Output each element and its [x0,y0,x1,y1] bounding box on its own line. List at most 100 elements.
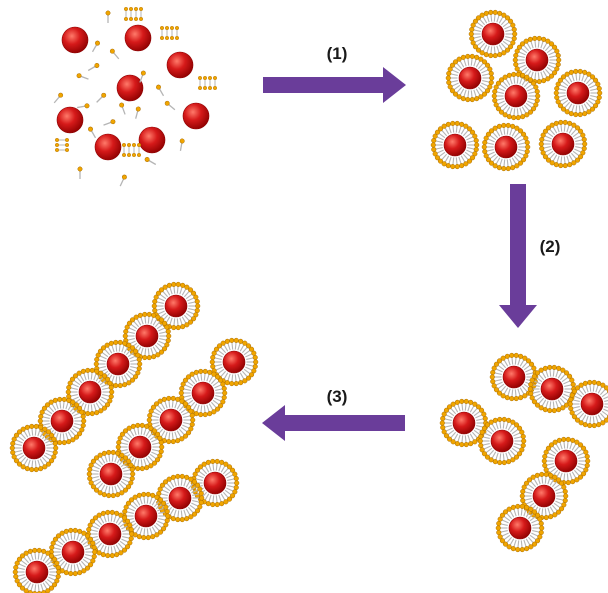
nanoparticle-icon [50,409,74,433]
nanoparticle-icon [490,429,514,453]
surfactant-molecule-icon [179,138,185,151]
nanoparticle-icon [540,377,564,401]
ligand-coated-nanoparticle-icon [85,509,135,559]
nanoparticle-icon [443,133,467,157]
ligand-bilayer-icon [123,6,143,22]
nanoparticle-icon [134,504,158,528]
nanoparticle-icon [56,106,84,134]
ligand-coated-nanoparticle-icon [155,473,205,523]
nanoparticle-icon [116,74,144,102]
ligand-coated-nanoparticle-icon [178,368,228,418]
ligand-coated-nanoparticle-icon [209,337,259,387]
nanoparticle-icon [166,51,194,79]
ligand-bilayer-icon [121,142,141,157]
nanoparticle-icon [138,126,166,154]
ligand-coated-nanoparticle-icon [541,436,591,486]
ligand-coated-nanoparticle-icon [477,416,527,466]
ligand-coated-nanoparticle-icon [527,364,577,414]
nanoparticle-icon [532,484,556,508]
ligand-coated-nanoparticle-icon [151,281,201,331]
nanoparticle-icon [94,133,122,161]
nanoparticle-icon [22,436,46,460]
nanoparticle-icon [481,22,505,46]
nanoparticle-icon [168,486,192,510]
surfactant-molecule-icon [53,92,64,104]
nanoparticle-icon [106,352,130,376]
ligand-bilayer-icon [197,75,217,90]
ligand-coated-nanoparticle-icon [445,53,495,103]
surfactant-molecule-icon [96,92,107,103]
nanoparticle-icon [222,350,246,374]
ligand-bilayer-icon [55,137,69,152]
surfactant-molecule-icon [77,166,83,179]
nanoparticle-icon [99,462,123,486]
nanoparticle-icon [61,26,89,54]
nanoparticle-icon [159,408,183,432]
ligand-coated-nanoparticle-icon [121,491,171,541]
surfactant-molecule-icon [144,157,157,166]
nanoparticle-icon [554,449,578,473]
nanoparticle-icon [124,24,152,52]
surfactant-molecule-icon [156,84,165,97]
nanoparticle-icon [203,471,227,495]
nanoparticle-icon [164,294,188,318]
ligand-coated-nanoparticle-icon [512,35,562,85]
nanoparticle-icon [494,135,518,159]
ligand-coated-nanoparticle-icon [12,547,62,593]
surfactant-molecule-icon [88,126,97,139]
surfactant-molecule-icon [164,100,176,111]
surfactant-molecule-icon [76,73,89,80]
ligand-coated-nanoparticle-icon [468,9,518,59]
thick-arrow-icon [262,405,405,441]
nanoparticle-icon [135,324,159,348]
nanoparticle-icon [98,522,122,546]
stage-long-chains [9,281,259,593]
step-label: (3) [327,387,348,406]
surfactant-molecule-icon [91,40,100,53]
ligand-coated-nanoparticle-icon [115,422,165,472]
ligand-coated-nanoparticle-icon [37,396,87,446]
surfactant-molecule-icon [103,119,116,126]
ligand-coated-nanoparticle-icon [93,339,143,389]
nanoparticle-icon [502,365,526,389]
ligand-coated-nanoparticle-icon [495,503,545,553]
ligand-coated-nanoparticle-icon [122,311,172,361]
surfactant-molecule-icon [87,63,100,72]
ligand-coated-nanoparticle-icon [86,449,136,499]
step-label: (1) [327,44,348,63]
stage-short-chains [439,352,608,553]
ligand-coated-nanoparticle-icon [430,120,480,170]
thick-arrow-icon [499,184,537,328]
surfactant-molecule-icon [105,10,111,23]
surfactant-molecule-icon [119,174,127,187]
surfactant-molecule-icon [77,103,90,109]
nanoparticle-icon [566,81,590,105]
surfactant-molecule-icon [119,102,126,115]
nanoparticle-icon [78,380,102,404]
ligand-coated-nanoparticle-icon [439,398,489,448]
ligand-coated-nanoparticle-icon [538,119,588,169]
ligand-coated-nanoparticle-icon [553,68,603,118]
thick-arrow-icon [263,67,406,103]
surfactant-molecule-icon [109,48,120,60]
nanoparticle-icon [525,48,549,72]
ligand-coated-nanoparticle-icon [190,458,240,508]
surfactant-molecule-icon [139,70,146,83]
ligand-coated-nanoparticle-icon [481,122,531,172]
ligand-coated-nanoparticle-icon [9,423,59,473]
nanoparticle-icon [458,66,482,90]
surfactant-molecule-icon [135,106,141,119]
nanoparticle-icon [452,411,476,435]
ligand-coated-nanoparticle-icon [48,527,98,577]
nanoparticle-icon [128,435,152,459]
stage-bare-particles [53,6,217,187]
step-label: (2) [540,237,561,256]
nanoparticle-icon [551,132,575,156]
ligand-coated-nanoparticle-icon [519,471,569,521]
nanoparticle-icon [61,540,85,564]
nanoparticle-icon [504,84,528,108]
nanoparticle-icon [508,516,532,540]
nanoparticle-icon [580,392,604,416]
ligand-bilayer-icon [159,26,179,41]
